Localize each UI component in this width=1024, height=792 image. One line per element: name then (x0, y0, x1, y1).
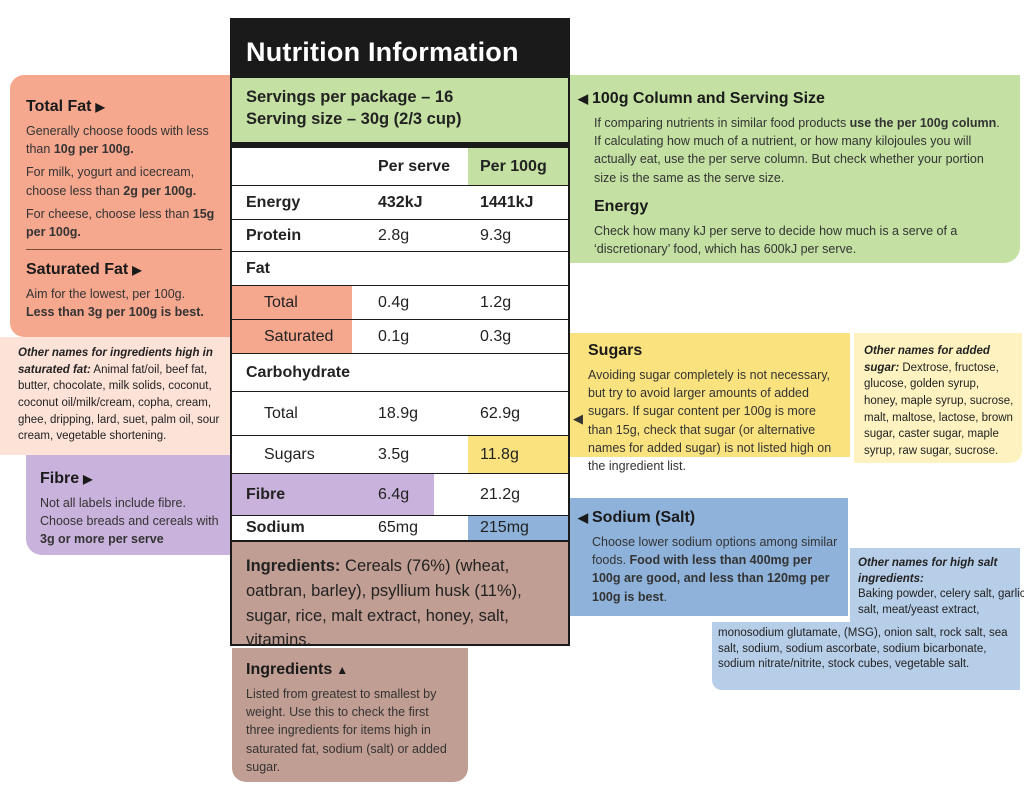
row-label: Total (232, 286, 352, 319)
per-100g-value: 1.2g (480, 293, 512, 311)
arrow-up-icon: ▲ (336, 663, 349, 677)
sugars-panel: Sugars ◀ Avoiding sugar completely is not… (570, 333, 850, 473)
column-serving-text: If comparing nutrients in similar food p… (594, 116, 1000, 185)
row-label: Fibre (232, 474, 352, 515)
sodium-heading: ◀ Sodium (Salt) (578, 509, 696, 526)
arrow-left-icon: ◀ (578, 91, 588, 106)
divider (26, 248, 222, 250)
per-serve-value: 6.4g (352, 474, 434, 515)
fibre-panel: Fibre ▶ Not all labels include fibre. Cho… (26, 455, 232, 555)
table-row-fibre: Fibre 6.4g 21.2g (232, 474, 568, 516)
table-row-protein: Protein 2.8g 9.3g (232, 220, 568, 252)
per-100g-value: 21.2g (480, 485, 521, 503)
nutrition-label: Nutrition Information Servings per packa… (230, 18, 570, 649)
per-100g-value: 11.8g (468, 436, 568, 473)
salt-names-bottom: monosodium glutamate, (MSG), onion salt,… (718, 627, 1008, 671)
per-serve-value: 65mg (378, 519, 419, 536)
saturated-fat-names-panel: Other names for ingredients high in satu… (0, 337, 232, 455)
salt-names-top: Other names for high salt ingredients: Ba… (858, 557, 1024, 616)
fat-info-panel: Total Fat ▶ Generally choose foods with l… (10, 75, 232, 337)
serving-size: Serving size – 30g (2/3 cup) (246, 110, 462, 129)
per-serve-value: 2.8g (378, 226, 410, 244)
row-label: Energy (246, 193, 301, 211)
label-title: Nutrition Information (232, 20, 568, 78)
table-header-row: Per serve Per 100g (232, 148, 568, 186)
column-serving-heading: ◀ 100g Column and Serving Size (578, 90, 825, 107)
per-serve-value: 18.9g (378, 404, 419, 422)
row-label: Sugars (264, 445, 315, 463)
servings-info: Servings per package – 16 Serving size –… (232, 78, 568, 142)
row-label: Total (264, 404, 298, 422)
arrow-right-icon: ▶ (132, 262, 142, 277)
per-100g-value: 1441kJ (480, 193, 534, 211)
energy-heading: Energy (594, 197, 649, 215)
total-fat-heading: Total Fat ▶ (26, 98, 105, 115)
per-100g-value: 62.9g (480, 404, 521, 422)
ingredients-note-heading: Ingredients ▲ (246, 661, 349, 678)
ingredients-note-panel: Ingredients ▲ Listed from greatest to sma… (232, 648, 468, 782)
total-fat-text-2: For milk, yogurt and icecream, choose le… (26, 165, 197, 198)
table-row-fat: Fat (232, 252, 568, 286)
arrow-right-icon: ▶ (95, 100, 105, 114)
per-serve-value: 432kJ (378, 193, 423, 211)
table-row-energy: Energy 432kJ 1441kJ (232, 186, 568, 220)
per-serve-value: 0.4g (378, 293, 410, 311)
sugars-text: ◀ Avoiding sugar completely is not necess… (573, 368, 832, 473)
table-row-fat-total: Total 0.4g 1.2g (232, 286, 568, 320)
row-label: Sodium (246, 519, 305, 536)
total-fat-text-3: For cheese, choose less than 15g per 100… (26, 206, 215, 239)
sugar-names-panel: Other names for added sugar: Dextrose, f… (854, 333, 1022, 463)
servings-per-package: Servings per package – 16 (246, 88, 454, 106)
total-fat-text-1: Generally choose foods with less than 10… (26, 124, 209, 157)
arrow-left-icon: ◀ (573, 411, 583, 427)
arrow-right-icon: ▶ (83, 472, 93, 486)
sugars-heading: Sugars (588, 342, 643, 359)
fibre-heading: Fibre ▶ (40, 470, 93, 487)
per-100g-value: 215mg (468, 516, 568, 540)
energy-text: Check how many kJ per serve to decide ho… (594, 223, 958, 256)
per-100g-value: 9.3g (480, 226, 512, 244)
column-header-per-100g: Per 100g (468, 148, 568, 185)
table-row-fat-saturated: Saturated 0.1g 0.3g (232, 320, 568, 354)
per-100g-value: 0.3g (480, 327, 512, 345)
ingredients-text: Cereals (76%) (wheat, oatbran, barley), … (246, 557, 522, 650)
row-label: Carbohydrate (246, 363, 351, 381)
per-serve-value: 3.5g (378, 445, 410, 463)
column-serving-panel: ◀ 100g Column and Serving Size If compari… (570, 75, 1020, 263)
table-row-carb-total: Total 18.9g 62.9g (232, 392, 568, 436)
row-label: Fat (246, 259, 270, 277)
ingredients-label: Ingredients: (246, 557, 341, 575)
saturated-fat-text: Aim for the lowest, per 100g. Less than 3… (26, 287, 204, 320)
fibre-text: Not all labels include fibre. Choose bre… (40, 496, 219, 547)
divider (232, 142, 568, 148)
table-row-sodium: Sodium 65mg 215mg (232, 516, 568, 540)
salt-names-panel: Other names for high salt ingredients: Ba… (712, 548, 1024, 690)
table-row-sugars: Sugars 3.5g 11.8g (232, 436, 568, 474)
column-header-per-serve: Per serve (378, 157, 451, 175)
per-serve-value: 0.1g (378, 327, 410, 345)
sodium-panel: ◀ Sodium (Salt) Choose lower sodium optio… (570, 498, 848, 616)
sodium-text: Choose lower sodium options among simila… (592, 535, 838, 604)
table-row-carbohydrate: Carbohydrate (232, 354, 568, 392)
row-label: Protein (246, 226, 302, 244)
row-label: Saturated (232, 320, 352, 353)
saturated-fat-heading: Saturated Fat ▶ (26, 260, 142, 278)
ingredients-note-text: Listed from greatest to smallest by weig… (246, 687, 447, 774)
arrow-left-icon: ◀ (578, 510, 588, 525)
ingredients-box: Ingredients: Cereals (76%) (wheat, oatbr… (232, 540, 568, 649)
